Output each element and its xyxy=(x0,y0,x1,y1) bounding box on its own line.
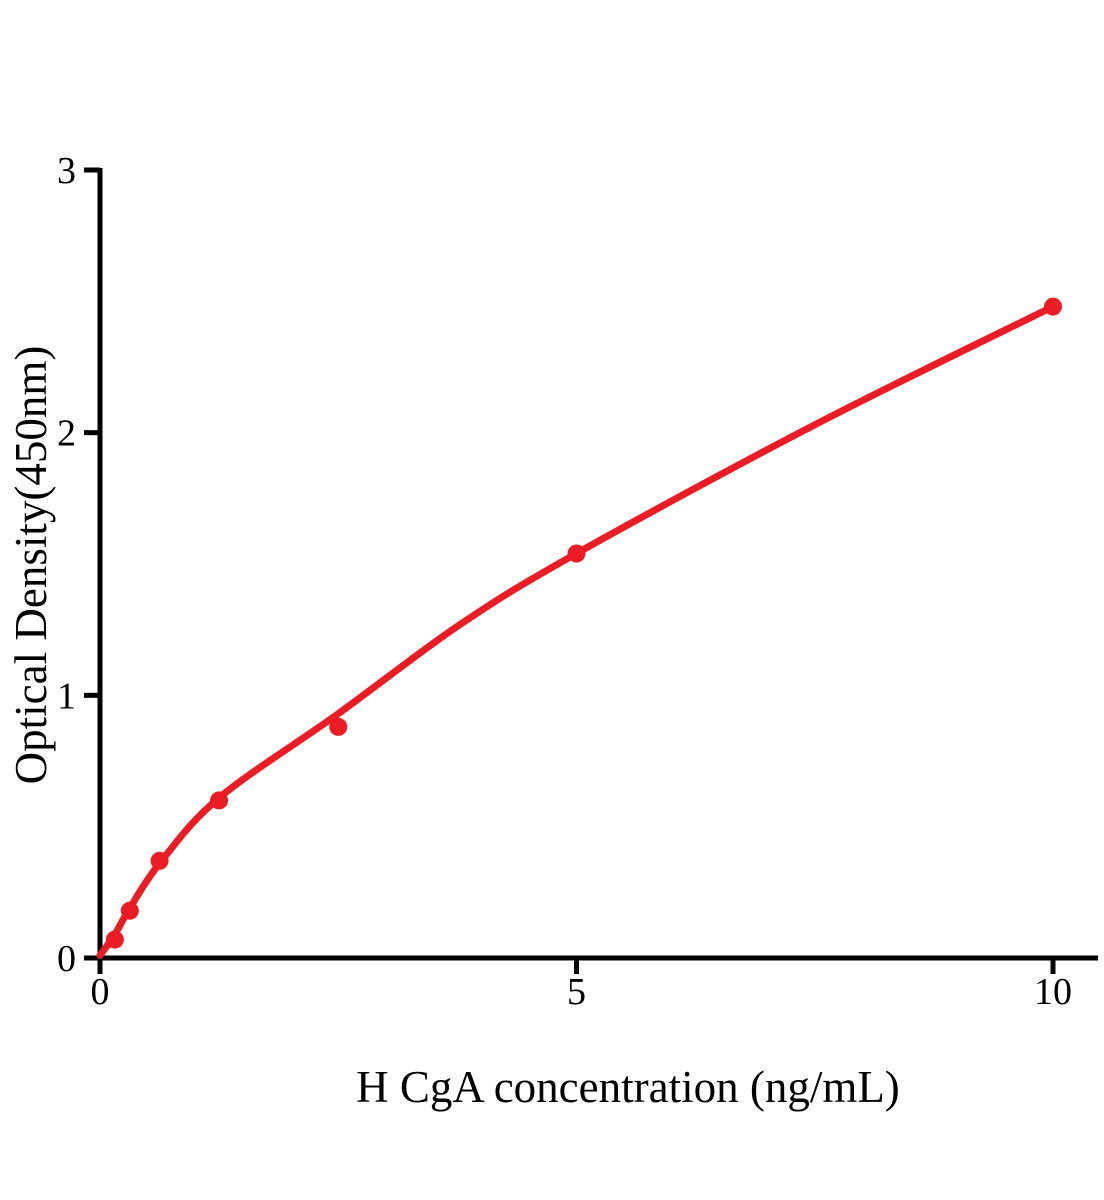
curve-layer xyxy=(96,303,1057,959)
x-axis-title: H CgA concentration (ng/mL) xyxy=(356,1062,900,1112)
fit-curve xyxy=(96,303,1057,959)
points-layer xyxy=(105,297,1062,949)
labels-layer: H CgA concentration (ng/mL) Optical Dens… xyxy=(6,346,900,1112)
y-tick-label: 2 xyxy=(57,413,76,455)
x-tick-label: 0 xyxy=(91,971,110,1013)
data-point xyxy=(120,901,139,920)
x-tick-label: 10 xyxy=(1034,971,1072,1013)
y-tick-label: 1 xyxy=(57,675,76,717)
x-tick-label: 5 xyxy=(567,971,586,1013)
y-tick-label: 3 xyxy=(57,150,76,192)
data-point xyxy=(1044,297,1062,316)
data-point xyxy=(150,851,169,870)
y-axis-title: Optical Density(450nm) xyxy=(6,346,56,785)
data-point xyxy=(105,930,124,949)
y-tick-label: 0 xyxy=(57,938,76,980)
data-point xyxy=(567,544,586,563)
data-point xyxy=(210,791,229,810)
data-point xyxy=(329,717,348,736)
axes-layer: 0 1 2 3 0 5 10 xyxy=(57,150,1099,1013)
